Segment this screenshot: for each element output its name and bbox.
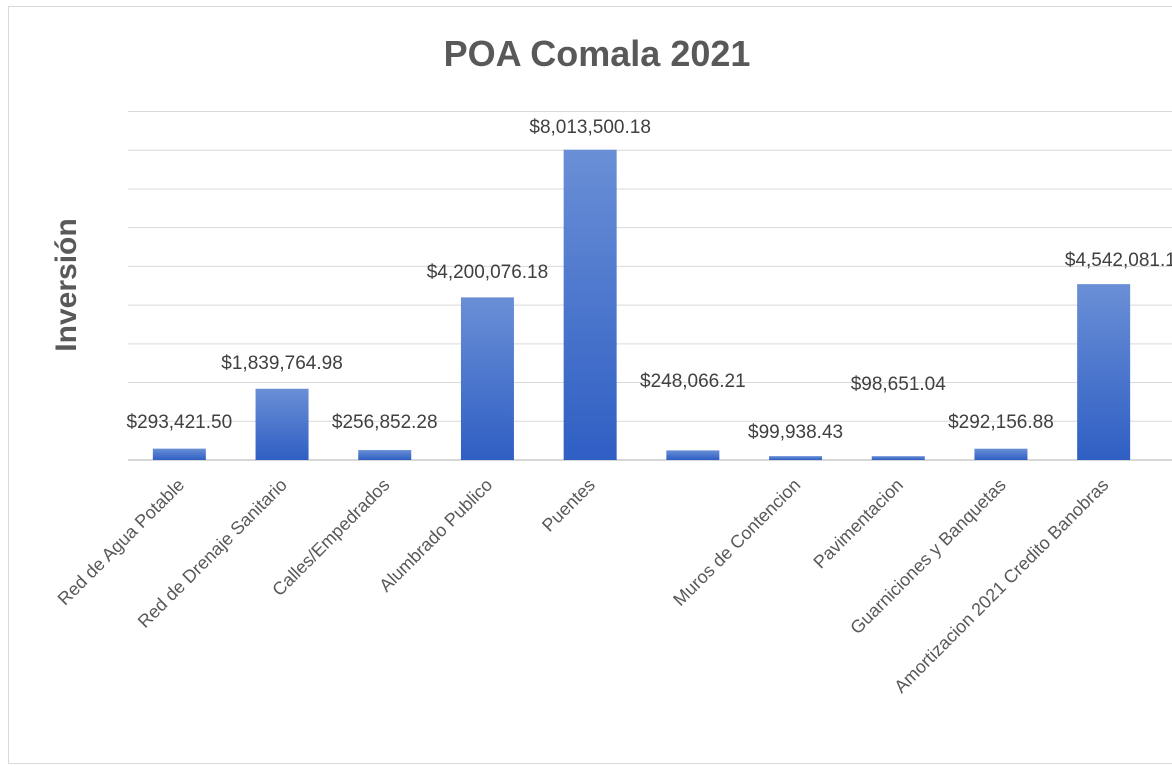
chart-title: POA Comala 2021 (444, 33, 751, 74)
bar (152, 448, 206, 460)
data-label: $256,852.28 (332, 412, 438, 433)
data-label: $4,200,076.18 (427, 262, 549, 283)
x-tick-label: Puentes (538, 475, 599, 536)
bar (255, 388, 309, 460)
data-label: $292,156.88 (948, 412, 1054, 433)
bar (1077, 284, 1131, 460)
bars (152, 149, 1131, 460)
bar (460, 297, 514, 460)
x-tick-label: Amortizacion 2021 Credito Banobras (890, 475, 1112, 697)
bar (666, 450, 720, 460)
bar (871, 456, 925, 460)
data-label: $293,421.50 (127, 412, 233, 433)
bar (358, 450, 412, 460)
data-label: $8,013,500.18 (529, 117, 651, 138)
bar (974, 448, 1028, 460)
x-tick-label: Muros de Contencion (669, 475, 804, 610)
bar (563, 149, 617, 460)
data-label: $98,651.04 (851, 374, 947, 395)
data-label: $248,066.21 (640, 371, 746, 392)
data-labels: $293,421.50 $1,839,764.98 $256,852.28 $4,20… (127, 117, 1172, 443)
x-tick-label: Pavimentacion (809, 475, 907, 573)
data-label: $4,542,081.12 (1065, 250, 1172, 271)
y-axis-label: Inversión (50, 218, 83, 351)
data-label: $99,938.43 (748, 422, 843, 443)
bar (769, 456, 823, 460)
data-label: $1,839,764.98 (221, 353, 343, 374)
x-tick-label: Alumbrado Publico (375, 475, 496, 596)
